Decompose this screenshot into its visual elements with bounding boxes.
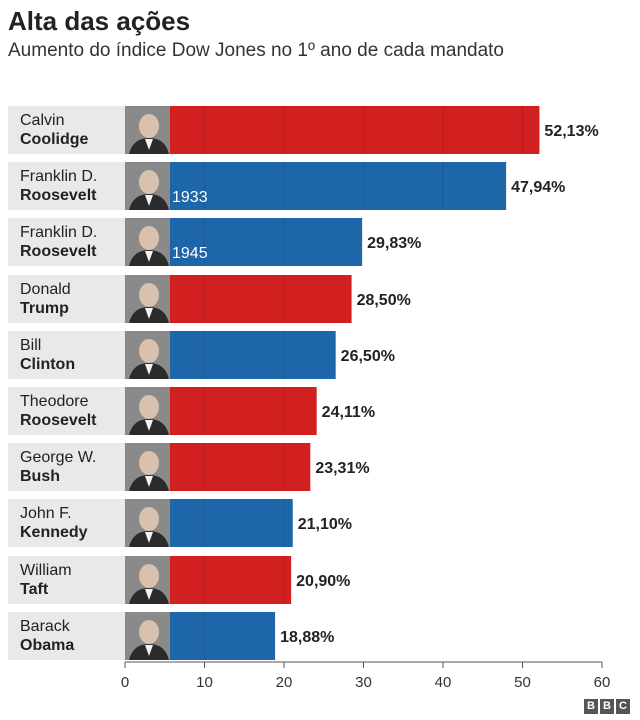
bar — [170, 499, 293, 547]
president-name: George W. Bush — [8, 443, 125, 491]
bar — [170, 443, 311, 491]
bar — [170, 275, 352, 323]
bar-year-label: 1933 — [172, 189, 208, 206]
bar — [170, 331, 336, 379]
president-first-name: Franklin D. — [20, 168, 98, 185]
bar-value-label: 47,94% — [511, 179, 565, 196]
president-first-name: Calvin — [20, 112, 65, 129]
bar — [170, 218, 363, 266]
president-first-name: William — [20, 562, 72, 579]
president-last-name: Roosevelt — [20, 187, 97, 204]
bar-value-label: 23,31% — [315, 460, 369, 477]
clinton-photo — [125, 331, 170, 379]
x-tick-label: 10 — [196, 674, 213, 691]
logo-letter: C — [616, 699, 630, 714]
president-name: Donald Trump — [8, 275, 125, 323]
president-last-name: Bush — [20, 468, 60, 485]
x-tick-label: 60 — [594, 674, 611, 691]
president-name: Franklin D. Roosevelt — [8, 218, 125, 266]
logo-letter: B — [600, 699, 614, 714]
x-tick-label: 40 — [435, 674, 452, 691]
bar — [170, 106, 540, 154]
logo-letter: B — [584, 699, 598, 714]
president-name: Franklin D. Roosevelt — [8, 162, 125, 210]
president-last-name: Kennedy — [20, 524, 88, 541]
bar-value-label: 29,83% — [367, 235, 421, 252]
bar-value-label: 26,50% — [341, 348, 395, 365]
president-last-name: Roosevelt — [20, 412, 97, 429]
bar-value-label: 28,50% — [357, 292, 411, 309]
president-first-name: Franklin D. — [20, 224, 98, 241]
president-name: John F. Kennedy — [8, 499, 125, 547]
bar — [170, 556, 292, 604]
x-tick-label: 20 — [276, 674, 293, 691]
obama-photo — [125, 612, 170, 660]
president-last-name: Coolidge — [20, 131, 89, 148]
president-name: Calvin Coolidge — [8, 106, 125, 154]
president-last-name: Roosevelt — [20, 243, 97, 260]
bar-year-label: 1945 — [172, 245, 208, 262]
president-name: William Taft — [8, 556, 125, 604]
president-first-name: Barack — [20, 618, 70, 635]
chart-title: Alta das ações — [8, 6, 191, 36]
president-last-name: Trump — [20, 300, 69, 317]
bar-value-label: 21,10% — [298, 516, 352, 533]
president-name: Theodore Roosevelt — [8, 387, 125, 435]
bbc-logo: B B C — [584, 699, 630, 714]
fdr-1945-photo — [125, 218, 170, 266]
kennedy-photo — [125, 499, 170, 547]
president-last-name: Taft — [20, 581, 49, 598]
teddy-roosevelt-photo — [125, 387, 170, 435]
president-first-name: Theodore — [20, 393, 89, 410]
bar-value-label: 24,11% — [322, 404, 375, 421]
bar-value-label: 18,88% — [280, 629, 334, 646]
coolidge-photo — [125, 106, 170, 154]
bush-photo — [125, 443, 170, 491]
x-tick-label: 0 — [121, 674, 129, 691]
chart-subtitle: Aumento do índice Dow Jones no 1º ano de… — [8, 40, 504, 61]
president-name: Bill Clinton — [8, 331, 125, 379]
president-first-name: George W. — [20, 449, 97, 466]
taft-photo — [125, 556, 170, 604]
trump-photo — [125, 275, 170, 323]
bar — [170, 162, 507, 210]
president-first-name: Bill — [20, 337, 42, 354]
bar — [170, 387, 317, 435]
bar — [170, 612, 276, 660]
bar-value-label: 20,90% — [296, 573, 350, 590]
bar-value-label: 52,13% — [544, 123, 598, 140]
fdr-1933-photo — [125, 162, 170, 210]
president-first-name: John F. — [20, 505, 72, 522]
president-last-name: Obama — [20, 637, 75, 654]
president-first-name: Donald — [20, 281, 71, 298]
x-tick-label: 30 — [355, 674, 372, 691]
president-last-name: Clinton — [20, 356, 76, 373]
x-tick-label: 50 — [514, 674, 531, 691]
president-name: Barack Obama — [8, 612, 125, 660]
